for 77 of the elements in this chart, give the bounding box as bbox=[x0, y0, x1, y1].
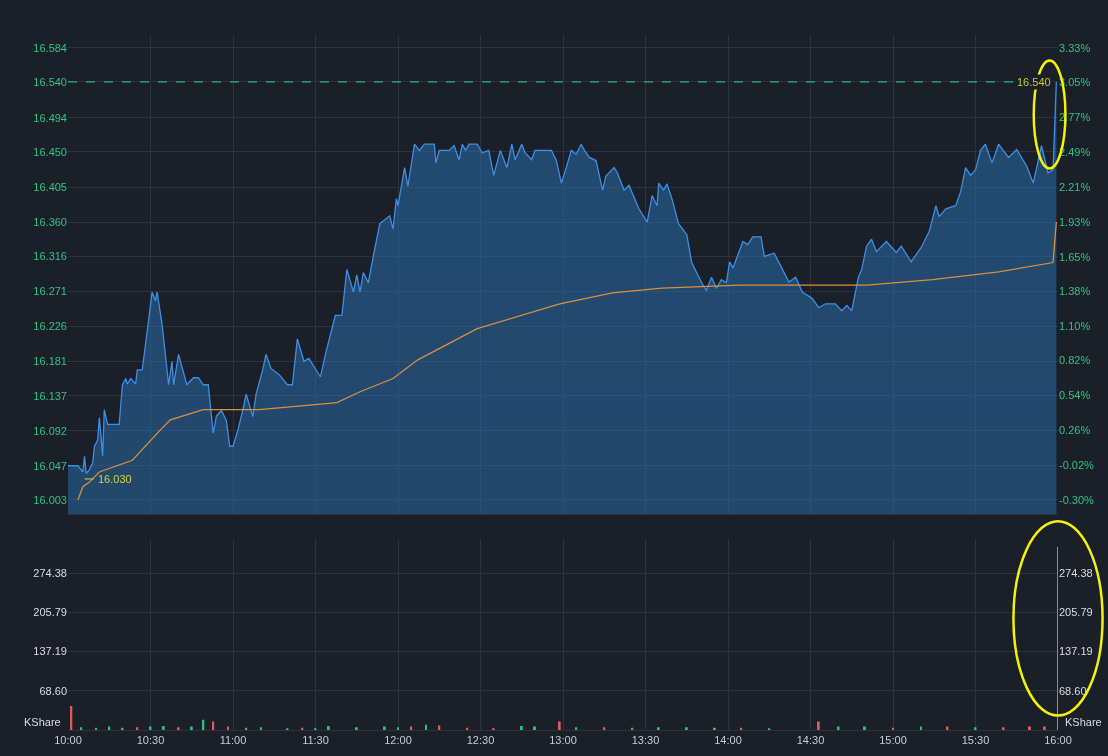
x-tick-label: 11:30 bbox=[302, 734, 329, 747]
bar bbox=[190, 726, 193, 730]
y2-tick-label: 0.82% bbox=[1059, 354, 1091, 367]
annotation: 16.030 bbox=[98, 473, 132, 485]
y-tick-label: 16.360 bbox=[33, 215, 67, 228]
bar bbox=[355, 727, 358, 730]
bar bbox=[397, 727, 399, 730]
bar bbox=[1043, 726, 1046, 730]
y2-tick-label: 1.93% bbox=[1059, 216, 1091, 229]
y2-tick-label: 0.26% bbox=[1059, 424, 1091, 437]
y2-tick-label: 205.79 bbox=[1059, 606, 1093, 619]
y-tick-label: 16.540 bbox=[33, 75, 67, 88]
x-tick-label: 13:00 bbox=[549, 734, 577, 747]
bar bbox=[162, 726, 165, 730]
y2-tick-label: 2.21% bbox=[1059, 181, 1091, 194]
x-tick-label: 14:00 bbox=[714, 734, 742, 747]
y-tick-label: 16.271 bbox=[33, 285, 67, 298]
bar bbox=[603, 727, 606, 730]
x-tick-label: 10:30 bbox=[136, 734, 165, 747]
x-tick-label: 12:00 bbox=[384, 734, 412, 747]
bar bbox=[520, 726, 523, 730]
y-tick-label: 16.450 bbox=[33, 145, 67, 158]
y2-tick-label: 1.10% bbox=[1059, 319, 1091, 332]
bar bbox=[558, 721, 561, 730]
bar bbox=[863, 726, 866, 730]
y2-tick-label: 137.19 bbox=[1059, 645, 1093, 658]
bar bbox=[425, 724, 428, 730]
y-tick-label: 274.38 bbox=[33, 567, 67, 580]
y2-tick-label: 3.33% bbox=[1059, 41, 1091, 54]
y2-axis-title: KShare bbox=[1065, 716, 1102, 728]
y-axis-title: KShare bbox=[24, 716, 61, 728]
y2-tick-label: 1.38% bbox=[1059, 284, 1091, 297]
y-tick-label: 16.405 bbox=[33, 180, 67, 193]
x-tick-label: 10:00 bbox=[54, 734, 82, 747]
bar bbox=[438, 725, 441, 730]
y-tick-label: 16.003 bbox=[33, 493, 67, 506]
y-tick-label: 16.092 bbox=[33, 424, 67, 437]
y2-tick-label: 68.60 bbox=[1059, 684, 1087, 697]
y-tick-label: 16.226 bbox=[33, 320, 67, 333]
y-tick-label: 16.181 bbox=[33, 355, 67, 368]
bar bbox=[383, 726, 386, 730]
y-tick-label: 16.584 bbox=[33, 41, 67, 54]
bar bbox=[817, 721, 820, 730]
ref-line-label: 16.540 bbox=[1017, 76, 1051, 88]
bar bbox=[177, 727, 180, 730]
y-tick-label: 16.047 bbox=[33, 459, 67, 472]
y2-tick-label: -0.02% bbox=[1059, 459, 1095, 472]
y-tick-label: 68.60 bbox=[39, 684, 67, 697]
line-series bbox=[77, 221, 1057, 501]
bar bbox=[575, 727, 578, 730]
x-tick-label: 15:00 bbox=[879, 734, 907, 747]
bar bbox=[713, 727, 716, 730]
bar bbox=[327, 726, 330, 730]
y-tick-label: 16.494 bbox=[33, 111, 67, 124]
y2-tick-label: -0.30% bbox=[1059, 494, 1095, 507]
x-tick-label: 15:30 bbox=[961, 734, 990, 747]
x-tick-label: 14:30 bbox=[796, 734, 825, 747]
y2-tick-label: 274.38 bbox=[1059, 567, 1093, 580]
y-tick-label: 137.19 bbox=[33, 645, 67, 658]
bar bbox=[1002, 727, 1005, 730]
bar bbox=[80, 727, 83, 730]
bar bbox=[837, 726, 840, 730]
bar bbox=[260, 727, 263, 730]
bar bbox=[1028, 726, 1031, 730]
y2-tick-label: 1.65% bbox=[1059, 250, 1091, 263]
bar bbox=[685, 727, 688, 730]
y2-tick-label: 0.54% bbox=[1059, 389, 1091, 402]
y-tick-label: 16.316 bbox=[33, 250, 67, 263]
bar bbox=[212, 721, 215, 730]
bar bbox=[533, 726, 536, 730]
bar bbox=[657, 727, 660, 730]
x-tick-label: 11:00 bbox=[219, 734, 247, 747]
y-tick-label: 205.79 bbox=[33, 606, 67, 619]
x-tick-label: 13:30 bbox=[631, 734, 660, 747]
x-tick-label: 12:30 bbox=[466, 734, 495, 747]
x-tick-label: 16:00 bbox=[1044, 734, 1072, 747]
y-tick-label: 16.137 bbox=[33, 389, 67, 402]
